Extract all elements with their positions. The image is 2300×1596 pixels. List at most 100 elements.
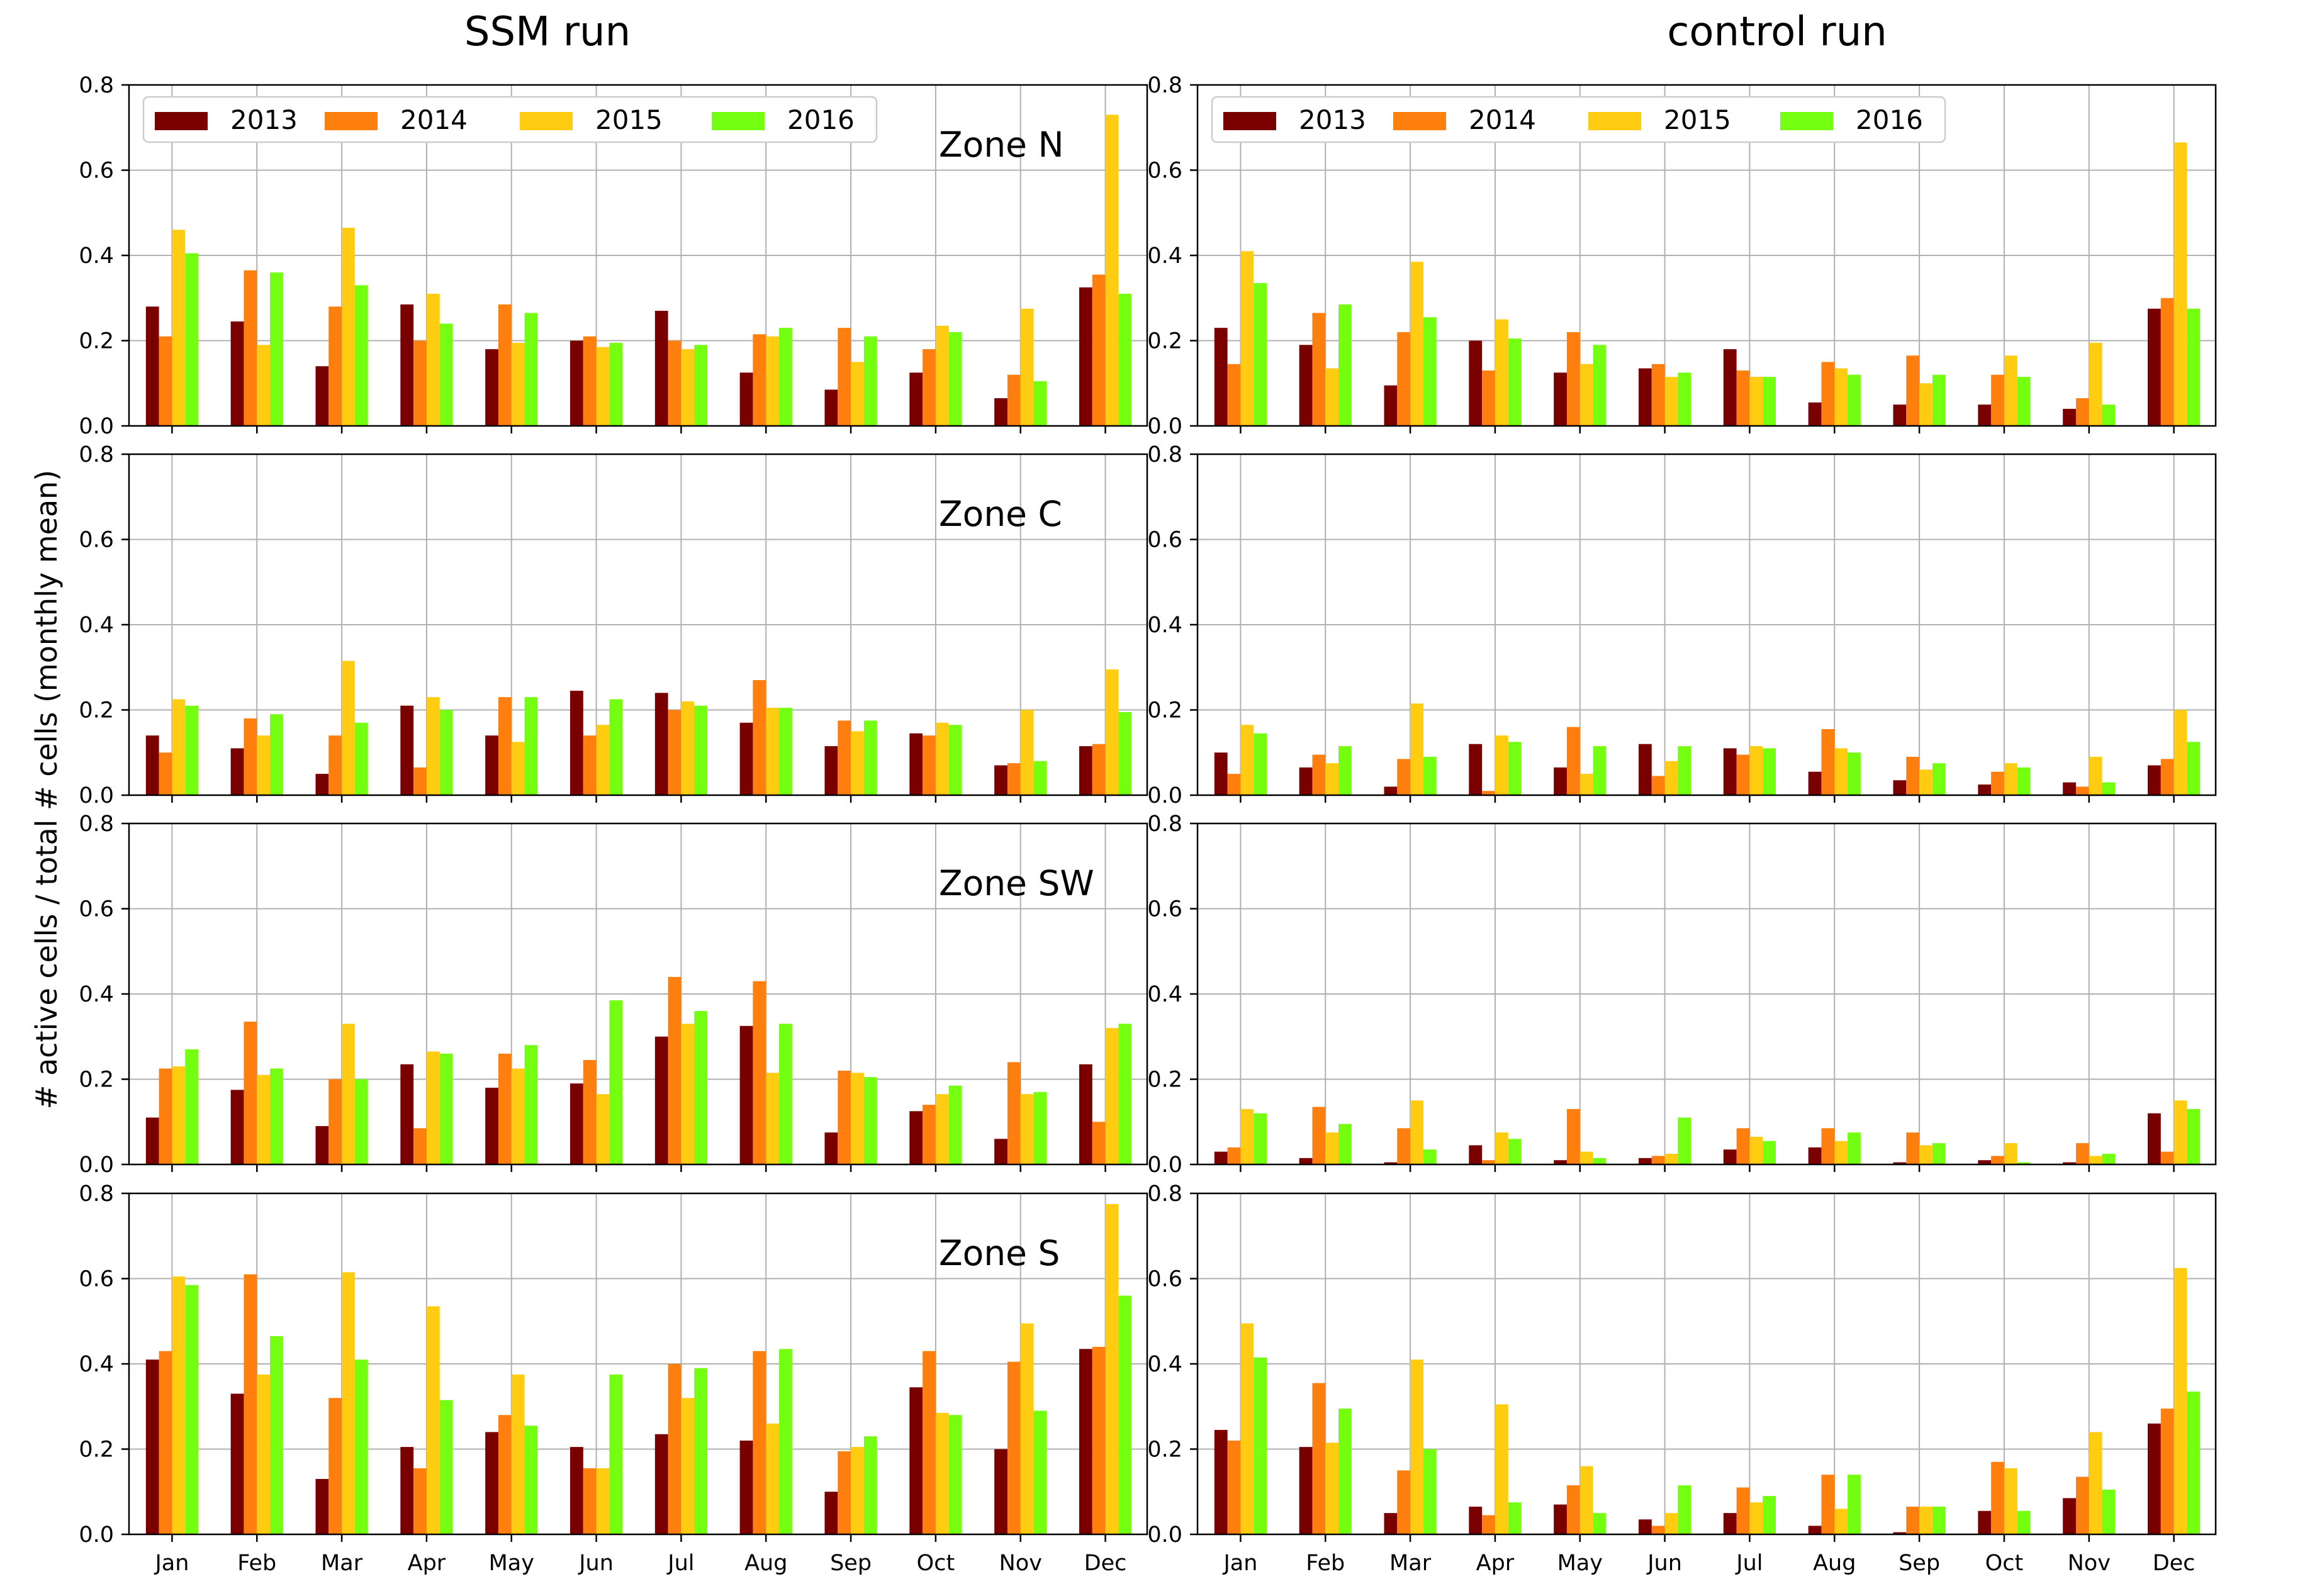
bar-2014-jul	[668, 710, 682, 795]
bar-2015-sep	[851, 731, 864, 795]
bar-2014-jul	[668, 976, 682, 1164]
bar-2015-nov	[1020, 1094, 1034, 1164]
bar-2015-oct	[935, 325, 949, 426]
bar-2013-may	[485, 735, 498, 795]
bar-2015-mar	[342, 1024, 355, 1164]
legend-swatch-2014	[325, 112, 378, 130]
bar-2016-jan	[1254, 1113, 1267, 1164]
bar-2014-apr	[1482, 791, 1495, 795]
bar-2015-nov	[2089, 1432, 2102, 1534]
bar-2016-feb	[1338, 1409, 1352, 1534]
bar-2013-sep	[1893, 1162, 1907, 1164]
bar-2016-mar	[354, 1079, 368, 1164]
bar-2013-feb	[1299, 345, 1313, 426]
bar-2014-nov	[2075, 786, 2089, 795]
x-tick-label-jul: Jul	[1735, 1551, 1763, 1576]
bar-2013-apr	[1469, 744, 1483, 795]
bar-2016-jul	[1763, 1141, 1776, 1164]
bar-2014-jun	[583, 1468, 597, 1534]
x-tick-label-mar: Mar	[321, 1551, 363, 1576]
bar-2013-apr	[400, 1064, 414, 1164]
bar-2014-nov	[2075, 1476, 2089, 1534]
bar-2016-jun	[1678, 746, 1691, 795]
bar-2014-dec	[2160, 298, 2174, 426]
panel-control-row3: 0.0 0.2 0.4 0.6 0.8	[1147, 812, 2217, 1178]
bar-2015-dec	[1105, 1028, 1119, 1164]
y-tick-label: 0.8	[1147, 442, 1182, 467]
bar-2016-jun	[609, 699, 623, 795]
legend-box	[142, 96, 878, 143]
bar-2013-nov	[2063, 1162, 2076, 1164]
bar-2013-dec	[1079, 287, 1092, 426]
y-tick-label: 0.0	[1147, 1152, 1182, 1178]
bar-2013-nov	[2063, 782, 2076, 795]
bar-2015-may	[1579, 1466, 1593, 1534]
bar-2016-jul	[694, 345, 708, 426]
bar-2013-may	[485, 1432, 498, 1534]
bar-2014-jul	[1736, 1128, 1750, 1164]
bar-2014-sep	[1906, 355, 1920, 426]
bar-2013-mar	[1384, 1162, 1398, 1164]
bar-2013-mar	[315, 366, 329, 426]
y-tick-label: 0.4	[1147, 613, 1182, 638]
bar-2014-jan	[159, 1351, 172, 1534]
bar-2016-dec	[1118, 1024, 1132, 1164]
x-tick-label-jun: Jun	[1646, 1551, 1682, 1576]
y-tick-label: 0.0	[1147, 414, 1182, 439]
bar-2015-dec	[2174, 1100, 2187, 1164]
bar-2014-apr	[1482, 1160, 1495, 1164]
bar-2016-may	[1593, 1158, 1607, 1164]
bar-2016-feb	[1338, 304, 1352, 426]
bar-2016-aug	[1848, 1475, 1861, 1534]
zone-label: Zone SW	[939, 863, 1094, 903]
bar-2016-sep	[1932, 1506, 1946, 1534]
bar-2015-jul	[1749, 1136, 1763, 1164]
bar-2016-jan	[185, 705, 199, 795]
bar-2013-jul	[654, 1434, 668, 1534]
bar-2014-jan	[1227, 364, 1241, 426]
bar-2015-jun	[596, 347, 610, 426]
legend-swatch-2013	[1223, 112, 1276, 130]
bar-2016-feb	[1338, 746, 1352, 795]
bar-2015-dec	[2174, 710, 2187, 795]
bar-2014-may	[498, 304, 512, 426]
bar-2015-apr	[1495, 1132, 1508, 1164]
panel-ssm-row2: 0.0 0.2 0.4 0.6 0.8 Zone C	[79, 442, 1148, 808]
bar-2015-nov	[2089, 757, 2102, 795]
y-tick-label: 0.6	[1147, 528, 1182, 553]
x-tick-label-oct: Oct	[1985, 1551, 2024, 1576]
bar-2013-jul	[1723, 748, 1737, 795]
bar-2013-sep	[824, 389, 838, 426]
bar-2016-jul	[694, 1011, 708, 1164]
bar-2014-may	[1566, 332, 1580, 426]
y-tick-label: 0.4	[79, 243, 114, 269]
bar-2015-nov	[2089, 1156, 2102, 1164]
bar-2016-mar	[1423, 757, 1437, 795]
bar-2016-sep	[863, 1436, 877, 1534]
legend-swatch-2013	[155, 112, 208, 130]
y-tick-label: 0.6	[79, 159, 114, 184]
legend: 2013 2014 2015 2016	[1211, 96, 1946, 143]
bar-2013-apr	[1469, 1506, 1483, 1534]
bar-2016-apr	[1508, 1502, 1522, 1534]
bar-2016-oct	[948, 1415, 962, 1534]
panel-ssm-row3: 0.0 0.2 0.4 0.6 0.8 Zone SW	[79, 812, 1148, 1178]
bar-2014-mar	[1397, 1470, 1411, 1534]
bar-2016-jan	[185, 253, 199, 426]
y-tick-label: 0.8	[79, 73, 114, 98]
bar-2015-jul	[1749, 1502, 1763, 1534]
bar-2015-sep	[851, 362, 864, 426]
bar-2016-mar	[1423, 317, 1437, 426]
bar-2015-apr	[426, 1306, 440, 1534]
bar-2013-dec	[2147, 765, 2161, 795]
y-tick-label: 0.0	[79, 1152, 114, 1178]
bar-2016-sep	[863, 720, 877, 795]
bar-2015-jun	[1664, 377, 1678, 426]
bar-2016-sep	[1932, 374, 1946, 426]
bar-2016-feb	[1338, 1124, 1352, 1164]
legend-box	[1211, 96, 1946, 143]
y-tick-label: 0.2	[1147, 1437, 1182, 1463]
bar-2014-jan	[159, 752, 172, 795]
bar-2016-jan	[185, 1285, 199, 1534]
